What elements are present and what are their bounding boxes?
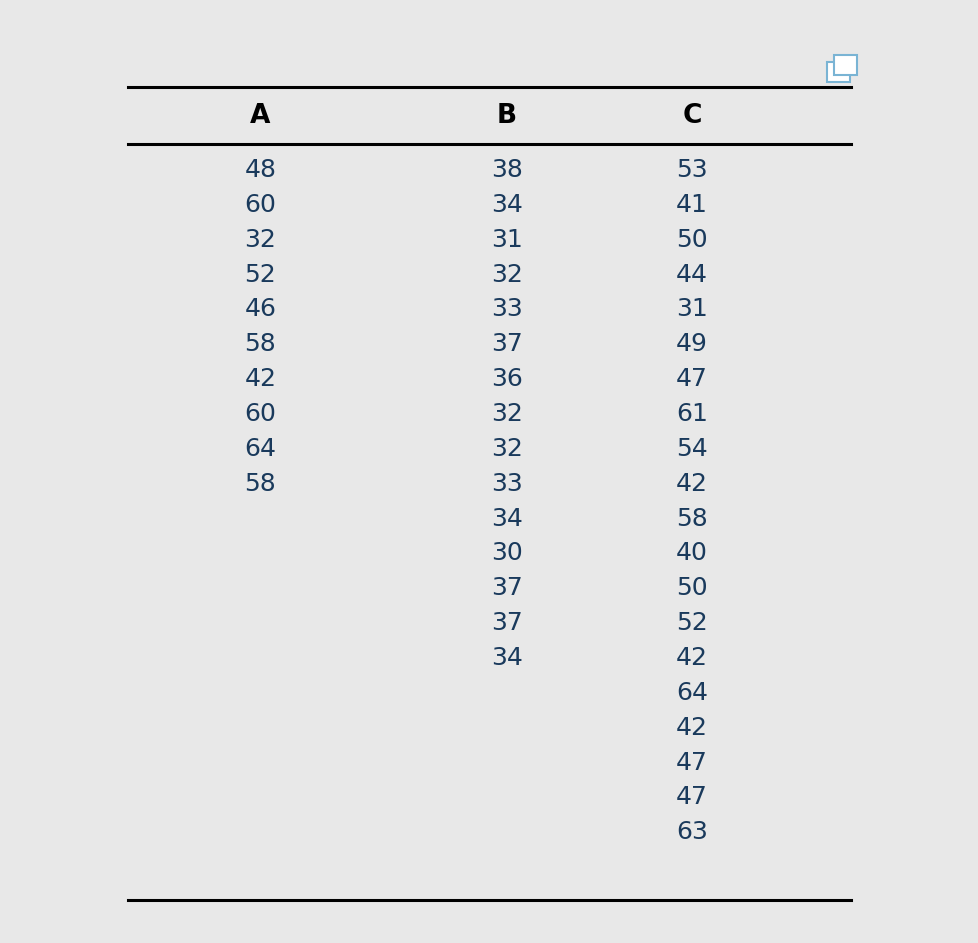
Text: 63: 63 bbox=[676, 820, 707, 844]
Text: 31: 31 bbox=[676, 297, 707, 322]
Text: 34: 34 bbox=[491, 646, 522, 670]
Text: 33: 33 bbox=[491, 297, 522, 322]
Text: C: C bbox=[682, 103, 701, 129]
Text: 50: 50 bbox=[676, 228, 707, 252]
Text: 64: 64 bbox=[244, 437, 276, 461]
Text: 30: 30 bbox=[491, 541, 522, 566]
Text: 36: 36 bbox=[491, 367, 522, 391]
FancyBboxPatch shape bbox=[833, 55, 856, 75]
Text: 47: 47 bbox=[676, 367, 707, 391]
Text: 53: 53 bbox=[676, 158, 707, 182]
Text: 47: 47 bbox=[676, 786, 707, 809]
Text: 60: 60 bbox=[244, 193, 276, 217]
Text: 32: 32 bbox=[491, 437, 522, 461]
Text: 32: 32 bbox=[244, 228, 276, 252]
Text: A: A bbox=[250, 103, 270, 129]
Text: 42: 42 bbox=[676, 472, 707, 496]
Text: 46: 46 bbox=[244, 297, 276, 322]
Text: 32: 32 bbox=[491, 262, 522, 287]
Text: 32: 32 bbox=[491, 402, 522, 426]
Text: 60: 60 bbox=[244, 402, 276, 426]
Text: 54: 54 bbox=[676, 437, 707, 461]
Text: 33: 33 bbox=[491, 472, 522, 496]
Text: 58: 58 bbox=[244, 472, 276, 496]
Text: 37: 37 bbox=[491, 576, 522, 601]
Text: 58: 58 bbox=[244, 332, 276, 356]
Text: 34: 34 bbox=[491, 506, 522, 531]
Text: 44: 44 bbox=[676, 262, 707, 287]
Text: 50: 50 bbox=[676, 576, 707, 601]
Text: 34: 34 bbox=[491, 193, 522, 217]
Text: 48: 48 bbox=[244, 158, 276, 182]
Text: 31: 31 bbox=[491, 228, 522, 252]
Text: 61: 61 bbox=[676, 402, 707, 426]
Text: 52: 52 bbox=[244, 262, 276, 287]
Text: 42: 42 bbox=[676, 646, 707, 670]
Text: 42: 42 bbox=[244, 367, 276, 391]
Text: B: B bbox=[497, 103, 516, 129]
Text: 47: 47 bbox=[676, 751, 707, 774]
Text: 42: 42 bbox=[676, 716, 707, 739]
Text: 38: 38 bbox=[491, 158, 522, 182]
Text: 64: 64 bbox=[676, 681, 707, 704]
Text: 58: 58 bbox=[676, 506, 707, 531]
FancyBboxPatch shape bbox=[826, 62, 849, 82]
Text: 49: 49 bbox=[676, 332, 707, 356]
Text: 40: 40 bbox=[676, 541, 707, 566]
Text: 52: 52 bbox=[676, 611, 707, 636]
Text: 37: 37 bbox=[491, 332, 522, 356]
Text: 37: 37 bbox=[491, 611, 522, 636]
Text: 41: 41 bbox=[676, 193, 707, 217]
